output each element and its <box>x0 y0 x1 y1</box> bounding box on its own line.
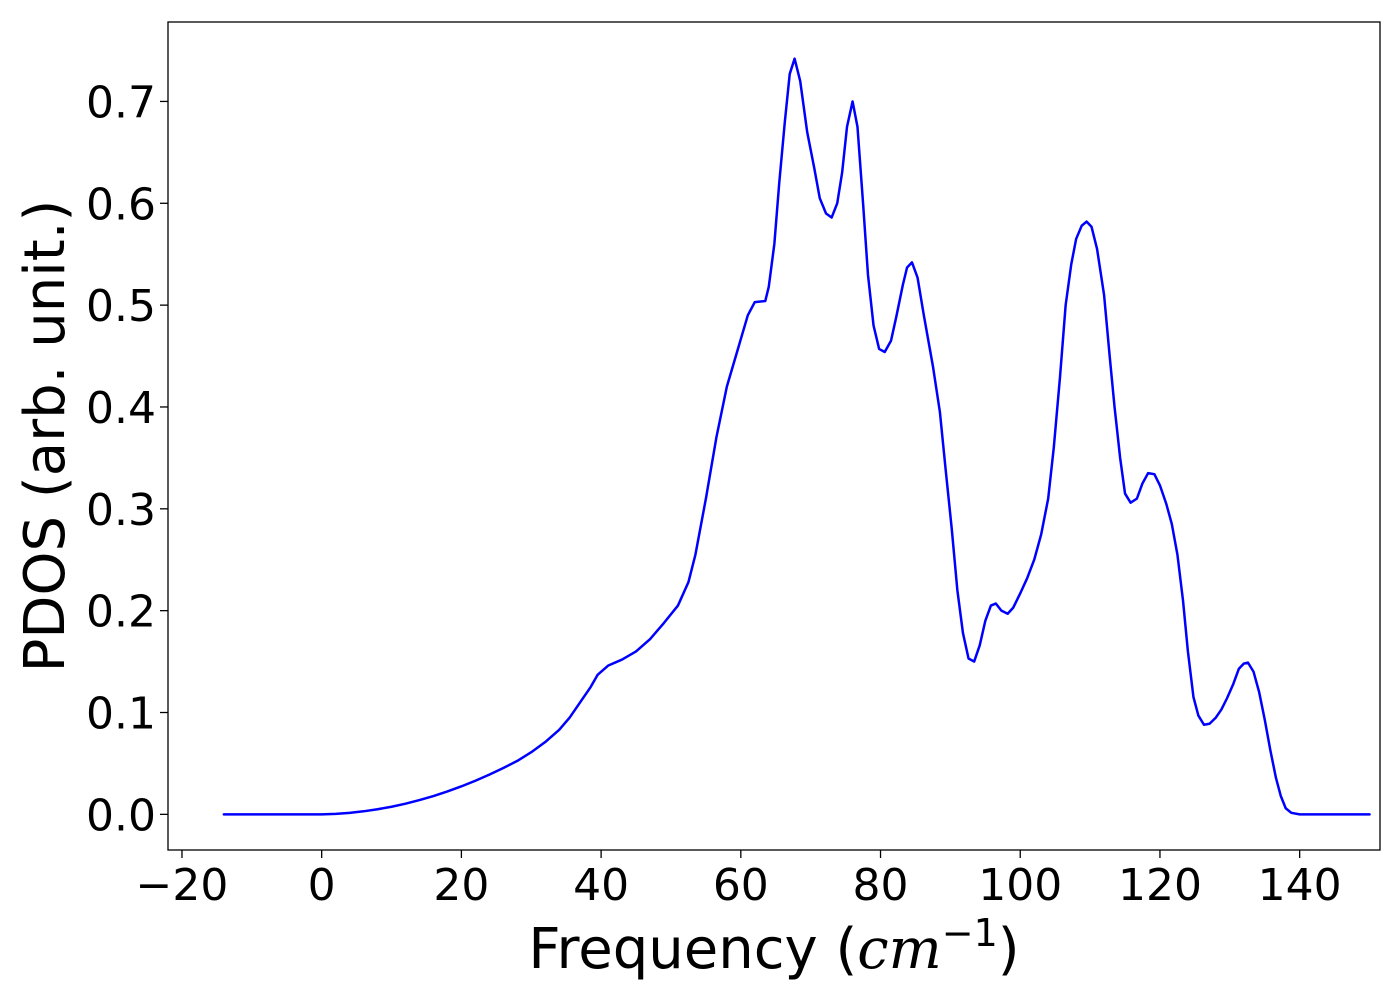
x-axis-label: Frequency (cm−1) <box>528 911 1019 982</box>
x-tick-label: −20 <box>136 860 229 911</box>
axes-frame <box>167 21 1381 851</box>
x-tick-label: 80 <box>853 860 909 911</box>
y-tick-label: 0.2 <box>86 587 156 638</box>
x-tick-label: 140 <box>1258 860 1342 911</box>
x-axis-label-exponent: −1 <box>942 911 998 955</box>
x-tick-label: 20 <box>433 860 489 911</box>
plot-area <box>222 57 1371 816</box>
y-tick-label: 0.6 <box>86 179 156 230</box>
x-axis-label-unit: cm <box>857 917 941 982</box>
y-tick-label: 0.7 <box>86 77 156 128</box>
x-axis: −20 0 20 40 60 80 100 120 140 <box>136 850 1342 911</box>
x-tick-label: 120 <box>1118 860 1202 911</box>
y-tick-label: 0.1 <box>86 689 156 740</box>
y-tick-label: 0.4 <box>86 383 156 434</box>
series-line <box>222 57 1371 816</box>
x-tick-label: 100 <box>978 860 1062 911</box>
y-tick-label: 0.3 <box>86 485 156 536</box>
y-tick-label: 0.0 <box>86 790 156 841</box>
x-axis-label-prefix: Frequency ( <box>528 917 857 982</box>
y-axis: 0.0 0.1 0.2 0.3 0.4 0.5 0.6 0.7 <box>86 77 168 841</box>
y-axis-label: PDOS (arb. unit.) <box>13 200 78 673</box>
x-axis-label-suffix: ) <box>998 917 1020 982</box>
x-tick-label: 0 <box>308 860 336 911</box>
x-tick-label: 40 <box>573 860 629 911</box>
x-tick-label: 60 <box>713 860 769 911</box>
y-tick-label: 0.5 <box>86 281 156 332</box>
